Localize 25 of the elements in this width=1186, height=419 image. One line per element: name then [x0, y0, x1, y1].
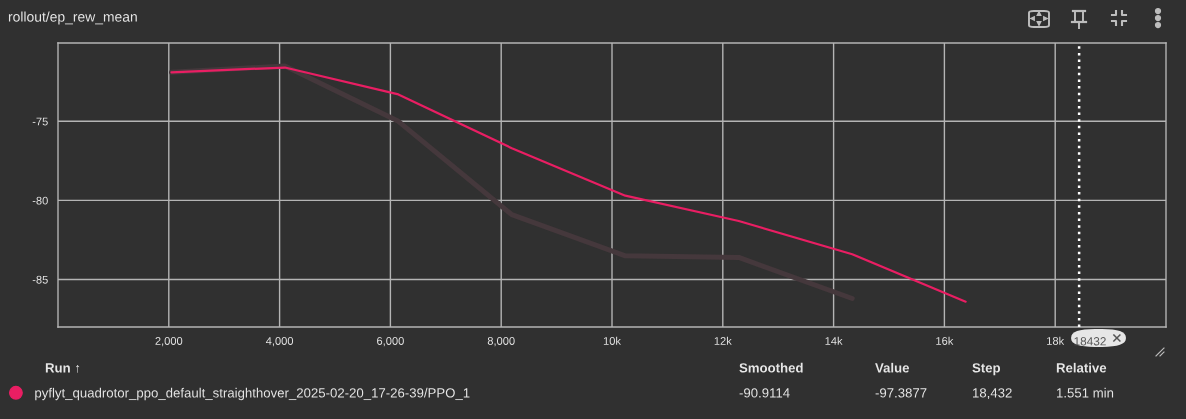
- x-tick-label: 2,000: [155, 337, 183, 347]
- ref-line-label: 18432: [1074, 337, 1106, 346]
- x-tick-label: 16k: [936, 336, 954, 345]
- text: Relative: [1056, 362, 1107, 373]
- x-tick-label: 12k: [714, 336, 732, 345]
- y-tick-label: -85: [32, 275, 48, 284]
- line-series: [170, 66, 967, 303]
- y-tick-label: -75: [32, 117, 48, 126]
- chart-title: rollout/ep_rew_mean: [8, 11, 137, 25]
- x-tick-label: 4,000: [265, 337, 294, 347]
- text: -97.3877: [875, 388, 927, 398]
- text: -90.9114: [739, 388, 790, 398]
- x-tick-label: 8,000: [487, 337, 515, 347]
- text: Value: [875, 362, 910, 373]
- x-tick-label: 6,000: [377, 337, 404, 347]
- text: 18,432: [973, 388, 1012, 400]
- y-tick-label: -80: [32, 196, 48, 205]
- legend-label: pyflyt_quadrotor_ppo_default_straighthover_2025-02-20_17-26-39/PPO_1: [35, 387, 470, 401]
- text: Smoothed: [739, 362, 803, 373]
- text: Step: [972, 363, 1001, 376]
- x-tick-label: 18k: [1047, 336, 1065, 345]
- x-tick-label: 14k: [825, 336, 843, 345]
- text: 1.551 min: [1057, 387, 1114, 398]
- text: Run ↑: [45, 363, 80, 373]
- x-tick-label: 10k: [603, 336, 621, 345]
